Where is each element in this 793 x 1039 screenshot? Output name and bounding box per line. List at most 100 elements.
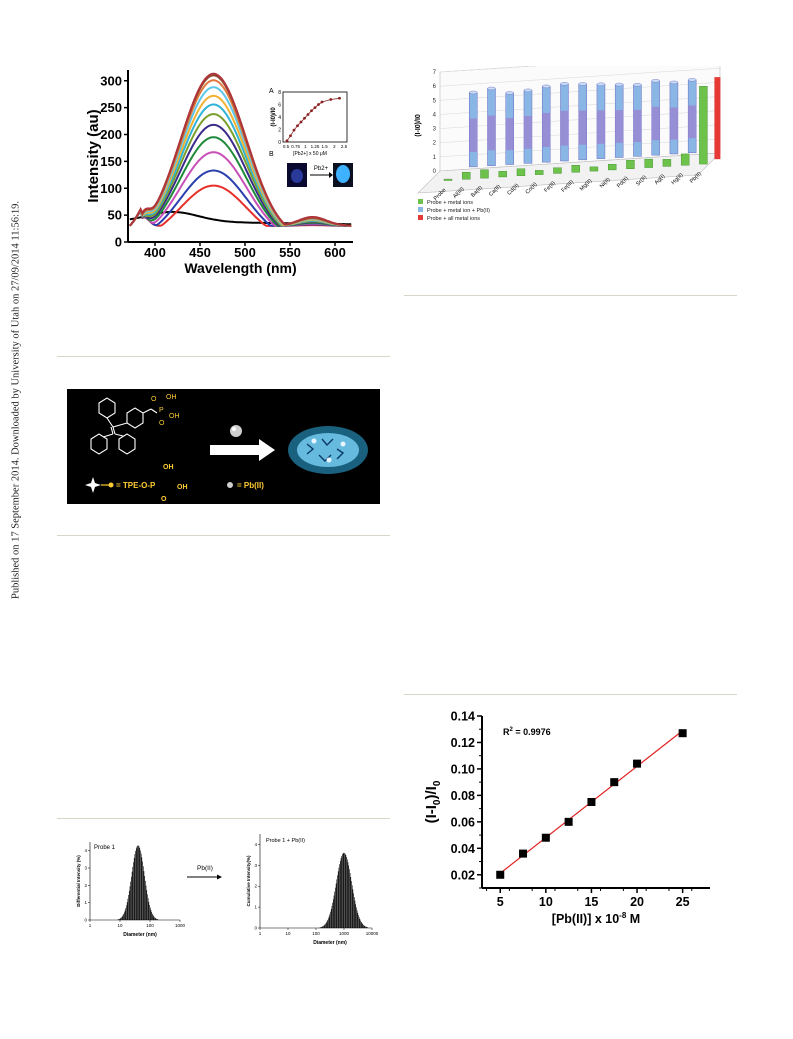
inset-y-label: (I-I0)/I0 xyxy=(271,107,277,127)
pb-ion-icon xyxy=(230,425,242,437)
inset-point xyxy=(338,96,341,100)
y-tick-label: 2 xyxy=(254,884,257,889)
y-tick-label: 4 xyxy=(84,848,87,853)
y-tick-label: 3 xyxy=(433,127,437,133)
data-point xyxy=(496,870,505,879)
bar-probe-metal xyxy=(699,86,708,165)
y-tick-label: 0.08 xyxy=(451,789,475,803)
bar-cap xyxy=(596,82,606,86)
inset-x-tick: 1.25 xyxy=(311,144,320,149)
aggregate-glow-icon xyxy=(288,426,368,474)
bar-cap xyxy=(505,91,514,95)
y-tick-label: 250 xyxy=(100,100,122,115)
gridline xyxy=(439,66,539,73)
inset-x-tick: 0.5 xyxy=(283,144,290,149)
y-tick-label: 0 xyxy=(115,235,122,250)
y-axis-label: (I-I0)/I0 xyxy=(415,114,422,137)
bar-cap xyxy=(578,82,587,86)
bar-probe-metal xyxy=(516,168,526,176)
y-tick-label: 2 xyxy=(433,141,437,147)
divider xyxy=(404,694,737,695)
x-tick-label: 10 xyxy=(539,895,553,909)
x-tick-label: 10000 xyxy=(366,931,379,936)
bar-probe-metal xyxy=(462,172,471,180)
legend-label: Probe + metal ion + Pb(II) xyxy=(427,208,490,214)
legend-swatch xyxy=(418,207,423,212)
inset-x-tick: 2 xyxy=(333,144,336,149)
y-tick-label: 3 xyxy=(254,863,257,868)
x-axis-label: [Pb(II)] x 10-8 M xyxy=(552,911,640,926)
legend-o-bottom: O xyxy=(161,496,167,503)
legend-oh-top: OH xyxy=(163,464,174,471)
bar-cap xyxy=(542,84,551,89)
bar-probe-metal-pb-shade xyxy=(469,118,478,152)
bar-cap xyxy=(687,78,697,82)
inset-point xyxy=(320,100,324,104)
inset-arrow-label: Pb2+ xyxy=(314,166,329,172)
x-tick-label: 10 xyxy=(285,931,291,936)
vial-before-glow xyxy=(291,169,303,183)
scheme-o-label: O xyxy=(151,396,157,403)
x-tick-label: 1000 xyxy=(339,931,350,936)
bar-probe-metal-pb-shade xyxy=(651,106,660,141)
y-tick-label: 3 xyxy=(84,866,87,871)
data-point xyxy=(564,817,573,826)
bar-cap xyxy=(523,88,533,93)
bar-probe-metal xyxy=(626,160,635,169)
y-tick-label: 7 xyxy=(433,70,437,76)
x-tick-label: 400 xyxy=(144,245,166,260)
data-point xyxy=(633,759,642,768)
emission-spectra-chart: 400 450 500 550 600 0 50 100 150 200 250 300 Wavele… xyxy=(85,70,353,276)
data-point xyxy=(541,833,550,842)
legend-pb-text: = Pb(II) xyxy=(237,481,264,490)
bar-probe-metal xyxy=(480,169,489,179)
inset-x-tick: 0.75 xyxy=(291,144,300,149)
inset-point xyxy=(310,109,313,113)
y-tick-label: 0.06 xyxy=(451,815,475,829)
legend-label: Probe + all metal ions xyxy=(427,216,480,222)
y-tick-label: 200 xyxy=(100,127,122,142)
inset-label-a: A xyxy=(269,88,274,95)
inset-x-tick: 1 xyxy=(304,144,307,149)
y-tick-label: 100 xyxy=(100,181,122,196)
y-axis-label: Intensity (au) xyxy=(85,109,102,202)
dls-arrowhead xyxy=(217,874,222,880)
bar-cap xyxy=(633,83,642,87)
y-tick-label: 1 xyxy=(254,905,257,910)
aggregation-scheme: O OH P OH O = TPE-O-P OH OH O = Pb(II) xyxy=(67,389,380,504)
inset-y-tick: 0 xyxy=(278,140,281,146)
y-tick-label: 50 xyxy=(108,208,122,223)
bar-probe-metal-pb-shade xyxy=(578,110,587,145)
y-tick-label: 1 xyxy=(433,155,437,161)
scheme-oh-1: OH xyxy=(166,394,177,401)
x-tick-label: 25 xyxy=(676,895,690,909)
x-tick-label: 5 xyxy=(497,895,504,909)
y-tick-label: 0.14 xyxy=(451,710,475,724)
divider xyxy=(57,818,390,819)
inset-point xyxy=(313,106,317,110)
bar-probe-metal-pb-shade xyxy=(560,110,569,146)
scheme-oh-2: OH xyxy=(169,413,180,420)
gridline xyxy=(439,67,721,87)
y-tick-label: 2 xyxy=(84,883,87,888)
bar-probe-metal-pb-shade xyxy=(523,115,532,149)
reaction-arrow-icon xyxy=(210,439,275,461)
inset-frame xyxy=(282,91,348,143)
bar-probe-all-metals xyxy=(714,77,721,160)
x-tick-label: 100 xyxy=(146,923,154,928)
x-tick-label: 550 xyxy=(279,245,301,260)
bar-probe-metal xyxy=(589,166,599,172)
bar-cap xyxy=(487,86,496,91)
dls-left-ylabel: Differential Intensity (%) xyxy=(76,855,81,907)
bar-probe-metal-pb-shade xyxy=(542,112,551,148)
inset-point xyxy=(317,103,320,106)
bar-probe-metal-pb-shade xyxy=(669,107,678,140)
x-tick-label: 20 xyxy=(630,895,644,909)
sidebar-text: Published on 17 September 2014. Download… xyxy=(10,201,22,599)
bar-probe-metal xyxy=(680,153,690,166)
inset-point xyxy=(289,134,292,138)
inset-point xyxy=(306,113,310,116)
dls-arrow-label: Pb(II) xyxy=(197,865,213,872)
inset-point xyxy=(303,116,306,120)
